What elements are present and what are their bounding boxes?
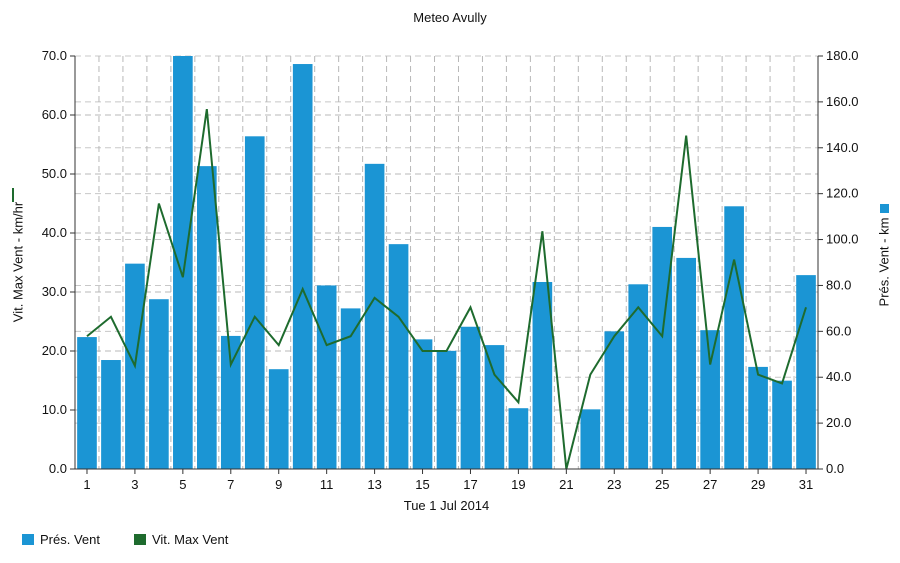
y-left-tick-label: 40.0: [42, 225, 67, 240]
bars-series: [77, 56, 816, 470]
bar: [508, 408, 529, 469]
bar: [532, 282, 553, 469]
x-tick-label: 25: [655, 477, 669, 492]
bar: [412, 339, 433, 469]
legend-item-bars: Prés. Vent: [22, 532, 100, 547]
bar: [220, 335, 241, 469]
bar: [484, 345, 505, 469]
y-right-tick-label: 60.0: [826, 323, 851, 338]
series-line: [86, 108, 807, 470]
bar: [173, 56, 193, 469]
bar: [748, 366, 768, 469]
y-right-tick-label: 40.0: [826, 369, 851, 384]
x-tick-label: 19: [511, 477, 525, 492]
x-tick-label: 9: [275, 477, 282, 492]
x-tick-label: 11: [320, 477, 334, 492]
y-axis-right-label: Prés. Vent - km: [876, 217, 892, 307]
y-right-tick-label: 180.0: [826, 48, 859, 63]
bar: [676, 257, 697, 469]
x-tick-label: 1: [83, 477, 90, 492]
y-right-tick-label: 80.0: [826, 277, 851, 292]
y-axis-left-label: Vit. Max Vent - km/hr: [10, 201, 26, 323]
y-right-tick-label: 100.0: [826, 232, 859, 247]
bar: [340, 308, 361, 469]
x-tick-label: 17: [463, 477, 477, 492]
legend-label-line: Vit. Max Vent: [151, 532, 229, 547]
legend-item-line: Vit. Max Vent: [133, 532, 229, 547]
bar: [77, 337, 97, 469]
x-tick-label: 13: [367, 477, 381, 492]
y-right-tick-label: 140.0: [826, 140, 859, 155]
y-right-tick-label: 120.0: [826, 186, 859, 201]
x-axis-label: Tue 1 Jul 2014: [403, 498, 490, 513]
y-left-tick-label: 0.0: [49, 461, 67, 476]
y-left-tick-label: 10.0: [42, 402, 67, 417]
bar: [436, 350, 457, 469]
bar: [772, 380, 792, 469]
bar: [724, 206, 744, 469]
bar: [796, 275, 816, 469]
y-left-tick-label: 60.0: [42, 107, 67, 122]
x-tick-label: 7: [227, 477, 234, 492]
y-left-tick-label: 50.0: [42, 166, 67, 181]
bar: [292, 64, 313, 470]
x-tick-label: 21: [559, 477, 573, 492]
x-tick-label: 5: [179, 477, 186, 492]
x-tick-label: 29: [751, 477, 765, 492]
y-right-tick-label: 20.0: [826, 415, 851, 430]
y-axis-left-line-marker: [12, 188, 14, 202]
legend-swatch-bars: [22, 534, 34, 545]
x-tick-label: 3: [131, 477, 138, 492]
bar: [364, 163, 385, 470]
x-tick-label: 15: [415, 477, 429, 492]
y-left-tick-label: 30.0: [42, 284, 67, 299]
bar: [604, 331, 625, 469]
x-tick-label: 23: [607, 477, 621, 492]
line-series: [86, 108, 807, 470]
bar: [268, 369, 289, 469]
y-right-tick-label: 160.0: [826, 94, 859, 109]
y-left-tick-label: 20.0: [42, 343, 67, 358]
bar: [460, 326, 481, 469]
legend-swatch-line: [133, 534, 146, 545]
bar: [149, 299, 169, 469]
bar: [652, 226, 673, 469]
bar: [580, 409, 601, 469]
bar: [316, 285, 337, 469]
tick-labels: 0.0 10.0 20.0 30.0 40.0 50.0 60.0 70.0 0.0 20.0 40…: [42, 48, 859, 492]
x-tick-label: 31: [799, 477, 813, 492]
bar: [101, 360, 121, 469]
bar: [244, 136, 265, 470]
bar: [196, 166, 217, 469]
x-tick-label: 27: [703, 477, 717, 492]
bar: [388, 244, 409, 469]
y-axis-right-bar-marker: [880, 204, 889, 213]
chart-title: Meteo Avully: [413, 10, 487, 25]
y-left-tick-label: 70.0: [42, 48, 67, 63]
legend-label-bars: Prés. Vent: [40, 532, 100, 547]
bar: [700, 330, 720, 469]
bar: [628, 284, 649, 469]
y-right-tick-label: 0.0: [826, 461, 844, 476]
legend: Prés. Vent Vit. Max Vent: [22, 532, 228, 547]
axes: [70, 55, 823, 474]
